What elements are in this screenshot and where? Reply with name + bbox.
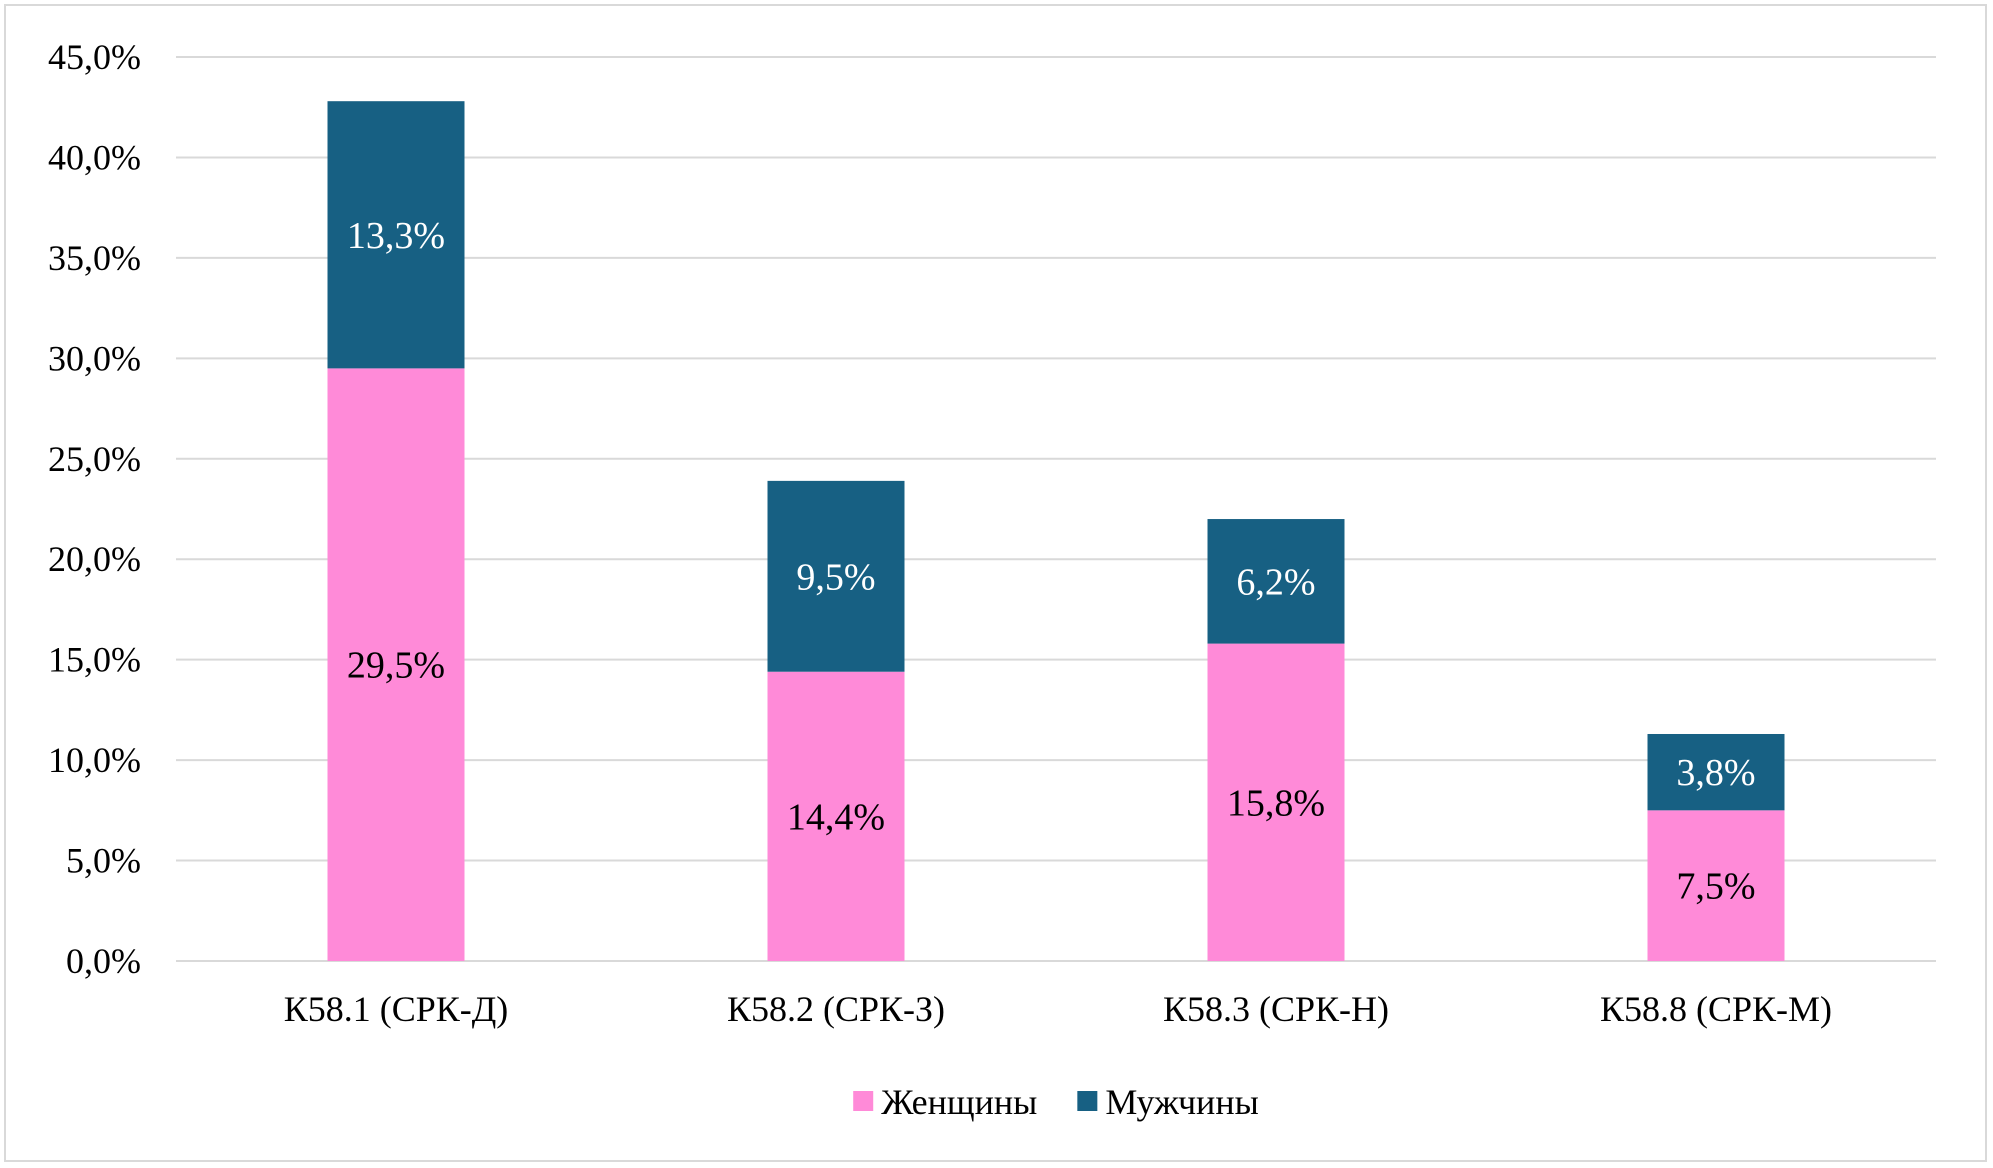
data-label: 6,2%: [1236, 561, 1315, 603]
data-label: 3,8%: [1676, 752, 1755, 794]
bar-segment-men: [767, 480, 905, 672]
legend-label: Женщины: [881, 1082, 1037, 1122]
legend-swatch: [1077, 1091, 1098, 1111]
data-label: 9,5%: [796, 556, 875, 598]
data-labels: 29,5% 13,3% 14,4% 9,5% 15,8% 6,2% 7,5% 3,8%: [347, 215, 1756, 908]
category-label: К58.2 (СРК-З): [727, 989, 945, 1029]
data-label: 15,8%: [1227, 782, 1325, 824]
bar-segment-women: [1207, 643, 1345, 961]
legend: Женщины Мужчины: [853, 1082, 1259, 1122]
y-tick-label: 45,0%: [48, 37, 141, 77]
bar-segment-men: [1207, 519, 1345, 644]
chart-frame: 0,0% 5,0% 10,0% 15,0% 20,0% 25,0% 30,0% 35,0% 40…: [4, 4, 1987, 1162]
bar-segment-men: [327, 101, 465, 369]
x-axis-categories: К58.1 (СРК-Д) К58.2 (СРК-З) К58.3 (СРК-Н) К…: [284, 989, 1832, 1029]
legend-swatch: [853, 1091, 874, 1111]
legend-item: Женщины: [853, 1082, 1037, 1122]
legend-item: Мужчины: [1077, 1082, 1259, 1122]
y-tick-label: 25,0%: [48, 439, 141, 479]
bar-segment-women: [327, 368, 465, 961]
category-label: К58.3 (СРК-Н): [1163, 989, 1389, 1029]
y-tick-label: 15,0%: [48, 640, 141, 680]
category-label: К58.1 (СРК-Д): [284, 989, 509, 1029]
y-axis-ticks: 0,0% 5,0% 10,0% 15,0% 20,0% 25,0% 30,0% 35,0% 40…: [48, 37, 141, 981]
data-label: 7,5%: [1676, 866, 1755, 908]
y-tick-label: 35,0%: [48, 238, 141, 278]
category-label: К58.8 (СРК-М): [1600, 989, 1832, 1029]
legend-label: Мужчины: [1105, 1082, 1258, 1122]
data-label: 13,3%: [347, 215, 445, 257]
y-tick-label: 10,0%: [48, 740, 141, 780]
gridlines: [176, 56, 1936, 962]
bar-segment-women: [767, 671, 905, 961]
bar-segment-women: [1647, 810, 1785, 961]
data-label: 14,4%: [787, 796, 885, 838]
bars: [327, 101, 1785, 961]
data-label: 29,5%: [347, 645, 445, 687]
y-tick-label: 5,0%: [66, 841, 141, 881]
y-tick-label: 30,0%: [48, 338, 141, 378]
stacked-bar-chart: 0,0% 5,0% 10,0% 15,0% 20,0% 25,0% 30,0% 35,0% 40…: [48, 37, 1936, 1122]
y-tick-label: 40,0%: [48, 137, 141, 177]
bar-segment-men: [1647, 733, 1785, 811]
y-tick-label: 20,0%: [48, 539, 141, 579]
y-tick-label: 0,0%: [66, 941, 141, 981]
